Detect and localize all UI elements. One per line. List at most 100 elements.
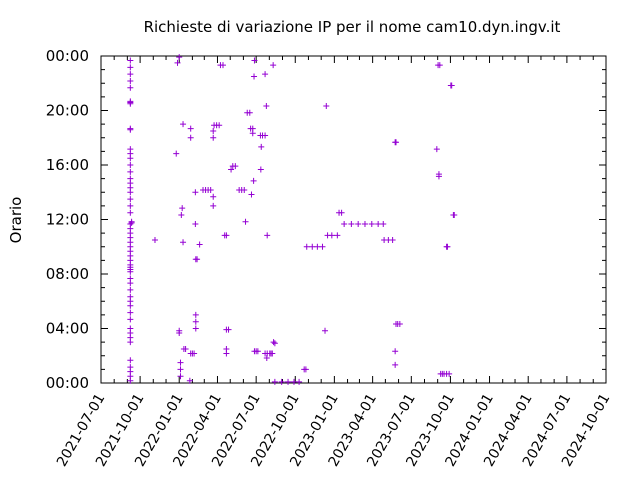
data-point [127,162,134,168]
data-point [302,366,309,373]
data-point [375,221,382,228]
data-point [262,132,269,139]
data-point [177,366,184,373]
data-point [178,211,185,218]
data-point [180,121,187,128]
data-point [296,378,303,385]
data-point [396,320,403,327]
data-point [258,143,265,150]
data-point [127,209,134,216]
data-point [192,318,199,325]
tick-marks [100,55,607,384]
data-point [179,205,186,212]
data-point [207,186,214,193]
tick-labels: 2021-07-012021-10-012022-01-012022-04-01… [46,47,614,469]
data-point [127,339,134,346]
plot-frame [100,55,607,384]
data-point [127,168,134,175]
data-point [176,330,183,337]
data-point [323,102,330,109]
data-point [180,239,187,246]
data-point [271,340,278,347]
data-point [192,189,199,196]
data-point [187,125,194,132]
data-point [192,311,199,318]
data-point [328,232,335,239]
chart-title: Richieste di variazione IP per il nome c… [144,18,561,36]
data-point [192,325,199,332]
data-point [264,232,271,239]
data-point [380,221,387,228]
data-point [436,62,443,69]
data-point [285,378,292,385]
data-point [309,243,316,250]
data-point [250,177,257,184]
data-point [127,377,134,384]
data-point [127,189,134,196]
data-point [127,268,134,275]
data-point [127,309,134,316]
data-point [174,59,181,66]
data-point [257,166,264,173]
data-point [127,100,134,107]
data-point [263,355,270,362]
data-point [392,361,399,368]
y-tick-label: 00:00 [46,374,89,392]
data-point [393,139,400,146]
data-point [127,196,134,203]
data-point [389,236,396,243]
data-point [128,219,135,226]
data-point [246,109,253,116]
data-point [334,232,341,239]
data-point [127,316,134,323]
data-point [251,57,258,64]
data-point [348,221,355,228]
data-point [187,134,194,141]
data-point [314,243,321,250]
data-point [270,62,277,69]
data-point [127,126,134,133]
data-point [319,243,326,250]
data-point [232,163,239,170]
data-point [248,191,255,198]
data-point [210,127,217,134]
data-point [151,236,158,243]
data-point [127,202,134,209]
data-point [127,286,134,293]
data-point [127,84,134,91]
data-point [270,339,277,346]
data-point [361,221,368,228]
data-point [127,357,134,364]
data-point [368,221,375,228]
data-point [210,202,217,209]
data-point [173,150,180,157]
data-point [176,54,183,61]
data-points [127,54,458,385]
data-point [446,370,453,377]
data-point [127,77,134,84]
data-point [341,221,348,228]
data-point [223,232,230,239]
data-point [191,350,198,357]
data-point [435,171,442,178]
data-point [338,209,345,216]
data-point [127,64,134,71]
data-point [303,243,310,250]
data-point [225,326,232,333]
data-point [448,82,455,89]
data-point [177,359,184,366]
data-point [262,71,269,78]
data-point [444,243,451,250]
data-point [177,373,184,380]
data-point [219,62,226,69]
data-point [392,348,399,355]
y-tick-label: 00:00 [46,47,89,65]
y-tick-label: 16:00 [46,156,89,174]
y-tick-label: 20:00 [46,102,89,120]
data-point [241,186,248,193]
data-point [249,130,256,137]
data-point [210,193,217,200]
data-point [254,348,261,355]
